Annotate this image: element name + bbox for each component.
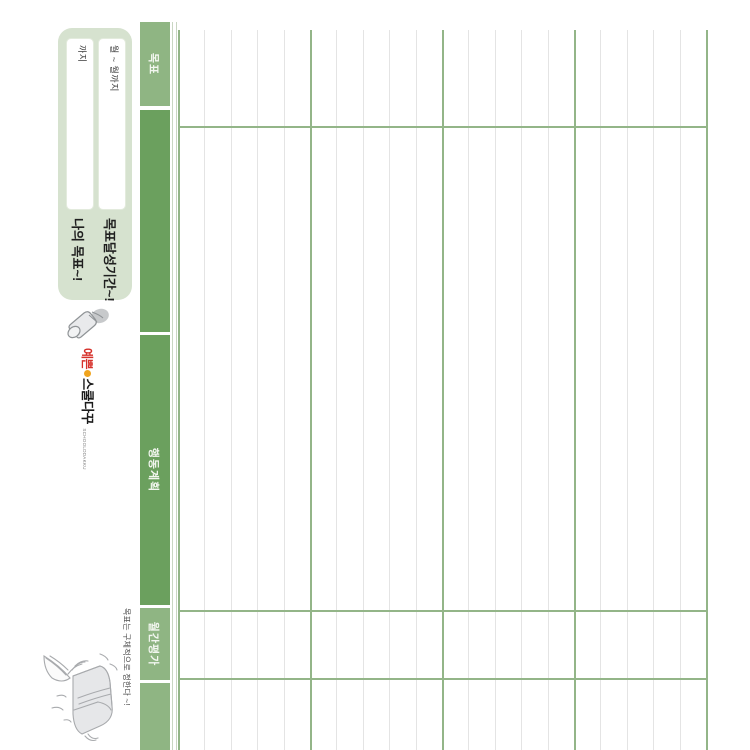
grid-column-major: [574, 30, 576, 750]
grid-column-minor: [363, 30, 364, 750]
grid-column-minor: [468, 30, 469, 750]
grid-column-minor: [389, 30, 390, 750]
tab-spacer-lower[interactable]: [140, 683, 170, 750]
grid-column-major: [178, 30, 180, 750]
grid-column-minor: [204, 30, 205, 750]
grid-column-minor: [284, 30, 285, 750]
writing-grid[interactable]: [178, 30, 708, 750]
rail-rule-outer: [176, 22, 177, 750]
grid-column-major: [310, 30, 312, 750]
grid-section-divider: [178, 126, 706, 128]
brand-logo: 예쁜스쿨다꾸 SCHOOLDDAKKU: [80, 348, 142, 470]
tip-text: 목표는 구체적으로 정한다 ~!: [122, 608, 131, 706]
brand-line1: 예쁜: [80, 348, 94, 370]
left-panel: 까지 월 ~ 월까지 나의 목표~! 목표달성기간~! 예쁜스쿨다꾸 SCHOO…: [0, 0, 150, 750]
grid-column-minor: [495, 30, 496, 750]
goal-title-label: 나의 목표~!: [70, 218, 85, 282]
grid-column-minor: [231, 30, 232, 750]
brand-line2: 스쿨다꾸: [80, 378, 95, 424]
goal-card: 까지 월 ~ 월까지 나의 목표~! 목표달성기간~!: [58, 28, 132, 302]
pushpin-icon: [67, 308, 109, 339]
tab-monthly-review-label: 월간평가: [147, 621, 159, 667]
goal-text-input[interactable]: 까지: [66, 38, 94, 210]
goal-period-input[interactable]: 월 ~ 월까지: [98, 38, 126, 210]
brand-line3: SCHOOLDDAKKU: [82, 428, 87, 470]
goal-period-label: 목표달성기간~!: [102, 218, 117, 302]
flying-book-doodle: [43, 653, 118, 742]
tab-monthly-review[interactable]: 월간평가: [140, 608, 170, 680]
grid-column-minor: [257, 30, 258, 750]
grid-section-divider: [178, 678, 706, 680]
grid-column-major: [706, 30, 708, 750]
grid-column-minor: [600, 30, 601, 750]
tab-action-plan-label: 행동계획: [147, 447, 159, 493]
grid-column-minor: [521, 30, 522, 750]
grid-column-minor: [548, 30, 549, 750]
rail-rule-inner: [172, 22, 173, 750]
tab-spacer-upper[interactable]: [140, 110, 170, 332]
grid-column-minor: [680, 30, 681, 750]
grid-column-minor: [627, 30, 628, 750]
grid-column-major: [442, 30, 444, 750]
rail-gutter: [170, 22, 178, 750]
tab-goal[interactable]: 목표: [140, 22, 170, 106]
tab-goal-label: 목표: [147, 52, 159, 76]
tab-action-plan[interactable]: 행동계획: [140, 335, 170, 605]
brand-dot-icon: [83, 370, 91, 378]
goal-text-input-hint: 까지: [77, 45, 87, 63]
grid-column-minor: [336, 30, 337, 750]
grid-column-minor: [653, 30, 654, 750]
goal-period-input-hint: 월 ~ 월까지: [109, 45, 119, 92]
grid-section-divider: [178, 610, 706, 612]
grid-column-minor: [416, 30, 417, 750]
tab-rail: 목표 행동계획 월간평가: [140, 22, 170, 750]
